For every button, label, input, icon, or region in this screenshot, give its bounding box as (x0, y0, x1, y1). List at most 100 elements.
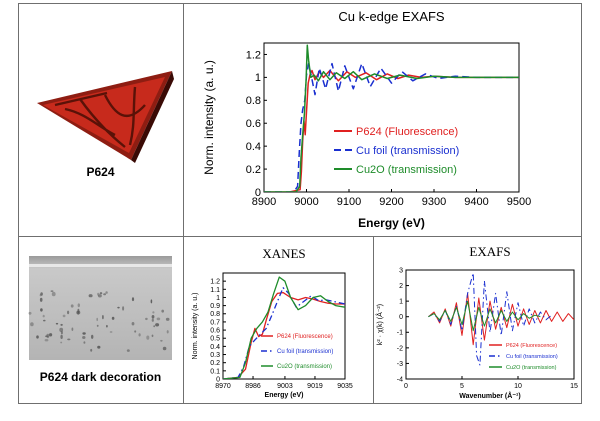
main-y-axis-label: Norm. intensity (a. u.) (202, 60, 216, 175)
exafs-y-tick-label: -3 (397, 361, 403, 368)
micrograph-speck (60, 323, 63, 326)
micrograph-speck (122, 306, 125, 311)
micrograph-speck (82, 336, 86, 339)
exafs-chart: EXAFS 0 5 10 15 -4 -3 -2 -1 0 1 2 3 Wavenumber (Å⁻¹) k… (375, 244, 578, 400)
micrograph-speck (161, 309, 164, 313)
micrograph-speck (146, 335, 150, 340)
micrograph-speck (91, 334, 94, 339)
micrograph-speck (153, 325, 156, 328)
exafs-legend-label: P624 (Fluorescence) (506, 343, 557, 349)
exafs-x-tick-label: 5 (460, 383, 464, 390)
main-x-tick-label: 9300 (422, 196, 446, 208)
micrograph-speck (155, 323, 160, 327)
micrograph-speck (162, 346, 167, 351)
xanes-y-tick-label: 0 (216, 376, 220, 383)
main-x-tick-label: 9200 (379, 196, 403, 208)
micrograph-image (28, 256, 172, 360)
micrograph-speck (88, 294, 93, 298)
main-y-tick-label: 0.2 (246, 164, 261, 176)
xanes-y-tick-label: 0.7 (210, 319, 220, 326)
xanes-x-tick-label: 9035 (337, 383, 353, 390)
micrograph-speck (55, 322, 59, 325)
micrograph-speck (166, 330, 169, 334)
micrograph-speck (131, 297, 135, 302)
figure-frame (18, 3, 582, 404)
micrograph-speck (96, 324, 99, 327)
xanes-x-tick-label: 9019 (307, 383, 323, 390)
micrograph-speck (43, 319, 46, 322)
main-series-line-3 (264, 44, 519, 192)
xanes-series-line-1 (223, 291, 345, 379)
xanes-y-tick-label: 0.3 (210, 352, 220, 359)
main-y-tick-label: 0 (255, 187, 261, 199)
micrograph-speck (40, 292, 43, 296)
micrograph-speck (131, 322, 135, 326)
exafs-y-tick-label: 2 (399, 283, 403, 290)
micrograph-speck (106, 324, 108, 328)
main-y-tick-label: 0.6 (246, 118, 261, 130)
micrograph-speck (138, 333, 141, 337)
main-y-tick-label: 1 (255, 72, 261, 84)
micrograph-speck (67, 310, 70, 315)
micrograph-speck (28, 311, 32, 315)
micrograph-speck (160, 339, 163, 342)
sample-caption-bottom: P624 dark decoration (39, 370, 162, 384)
exafs-legend-label: Cu2O (transmission) (506, 365, 557, 371)
micrograph-speck (82, 332, 86, 335)
exafs-y-tick-label: -4 (397, 376, 403, 383)
main-legend-label: Cu foil (transmission) (356, 145, 459, 157)
micrograph-speck (103, 293, 106, 296)
xanes-x-tick-label: 9003 (277, 383, 293, 390)
xanes-plot-area (222, 272, 346, 380)
xanes-y-tick-label: 1 (216, 295, 220, 302)
xanes-series-line-3 (223, 276, 345, 379)
micrograph-speck (98, 294, 102, 298)
micrograph-speck (145, 317, 148, 321)
micrograph-speck (150, 299, 153, 304)
exafs-y-tick-label: 3 (399, 267, 403, 274)
micrograph-speck (60, 341, 63, 344)
micrograph-speck (151, 334, 154, 338)
main-exafs-chart: Cu k-edge EXAFS 8900 9000 9100 9200 9300 9400 9… (202, 9, 531, 230)
xanes-y-axis-label: Norm. intensity (a. u.) (192, 293, 199, 360)
micrograph-speck (97, 292, 100, 296)
main-x-tick-label: 9000 (294, 196, 318, 208)
xanes-chart-title: XANES (262, 246, 305, 261)
micrograph-speck (60, 334, 63, 339)
main-x-axis-label: Energy (eV) (358, 216, 425, 230)
main-x-tick-label: 9100 (337, 196, 361, 208)
micrograph-speck (49, 333, 53, 337)
micrograph-speck (39, 297, 43, 302)
xanes-x-tick-label: 8986 (245, 383, 261, 390)
micrograph-speck (77, 303, 80, 308)
exafs-y-tick-label: -2 (397, 345, 403, 352)
micrograph-speck (76, 310, 81, 315)
exafs-series-line-3 (428, 300, 541, 332)
xanes-x-tick-label: 8970 (215, 383, 231, 390)
exafs-series-line-1 (428, 292, 574, 346)
micrograph-speck (30, 322, 34, 327)
xanes-legend-label: Cu2O (transmission) (277, 364, 332, 370)
main-chart-title: Cu k-edge EXAFS (338, 9, 445, 24)
micrograph-speck (83, 341, 86, 344)
micrograph-speck (126, 349, 130, 352)
micrograph-speck (67, 338, 71, 341)
micrograph-speck (51, 291, 56, 297)
micrograph-speck (44, 339, 49, 342)
micrograph-speck (96, 317, 98, 322)
exafs-series-line-2 (428, 272, 552, 366)
micrograph-speck (151, 318, 154, 322)
xanes-x-axis-label: Energy (eV) (265, 392, 304, 399)
micrograph-speck (152, 311, 155, 314)
micrograph-speck (165, 317, 170, 321)
micrograph-speck (71, 327, 74, 331)
micrograph-speck (117, 306, 120, 309)
bottom-column-divider-1 (183, 236, 184, 404)
exafs-x-tick-label: 10 (514, 383, 522, 390)
exafs-plot-area (405, 269, 575, 380)
row-divider (18, 236, 582, 237)
xanes-y-tick-label: 0.8 (210, 311, 220, 318)
xanes-y-tick-label: 0.6 (210, 328, 220, 335)
xanes-y-tick-label: 1.1 (210, 287, 220, 294)
